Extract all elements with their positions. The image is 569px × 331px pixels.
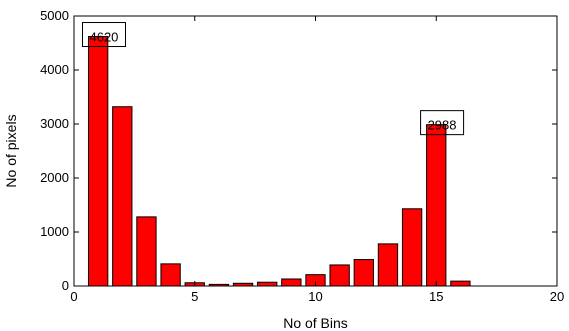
bar	[450, 280, 471, 287]
bar	[87, 36, 109, 287]
annotations-group: 4620 2988	[81, 22, 465, 136]
bar	[257, 281, 278, 287]
y-tick-label: 4000	[40, 62, 69, 77]
y-tick-label: 3000	[40, 116, 69, 131]
annotation-box	[420, 110, 465, 136]
x-tick-label: 15	[429, 289, 443, 304]
y-tick-label: 0	[62, 278, 69, 293]
bar	[401, 208, 423, 287]
annotation-text: 4620	[89, 30, 118, 45]
y-tick-label: 2000	[40, 170, 69, 185]
bars-group	[87, 36, 471, 287]
bar	[112, 106, 133, 287]
annotation-box	[81, 22, 126, 48]
annotation-text: 2988	[428, 118, 457, 133]
x-tick-label: 0	[70, 289, 77, 304]
x-tick-label: 10	[308, 289, 322, 304]
x-tick-label: 5	[191, 289, 198, 304]
y-tick-label: 5000	[40, 8, 69, 23]
bar	[281, 278, 302, 287]
ticks-group: 0 5 10 15 20 0 1000 2000 3000 4000 5000	[40, 8, 564, 304]
y-axis-label: No of pixels	[3, 114, 19, 187]
bar	[136, 216, 157, 287]
bar	[377, 243, 399, 287]
bar	[353, 259, 374, 287]
y-tick-label: 1000	[40, 224, 69, 239]
value-annotation: 4620	[81, 22, 126, 48]
x-axis-label: No of Bins	[283, 315, 348, 331]
bar	[329, 264, 350, 287]
value-annotation: 2988	[420, 110, 465, 136]
bar	[160, 263, 181, 287]
bar	[426, 124, 447, 287]
x-tick-label: 20	[550, 289, 564, 304]
